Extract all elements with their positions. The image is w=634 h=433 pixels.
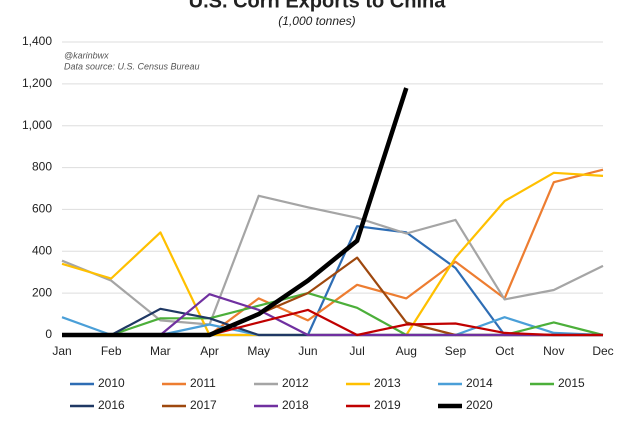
legend-label: 2016 (98, 398, 125, 412)
chart-title: U.S. Corn Exports to China (189, 0, 447, 12)
x-tick-label: Jul (349, 344, 364, 358)
legend-label: 2010 (98, 376, 125, 390)
annotation: @karinbwx (64, 50, 109, 60)
chart-subtitle: (1,000 tonnes) (278, 14, 355, 28)
x-tick-label: Jun (298, 344, 317, 358)
x-tick-label: Dec (592, 344, 613, 358)
legend-label: 2012 (282, 376, 309, 390)
series-line (62, 292, 604, 337)
y-tick-label: 400 (32, 243, 52, 257)
y-tick-label: 800 (32, 160, 52, 174)
y-tick-label: 200 (32, 285, 52, 299)
series-line (62, 168, 604, 337)
legend-label: 2014 (466, 376, 493, 390)
legend-label: 2018 (282, 398, 309, 412)
x-tick-label: Aug (396, 344, 417, 358)
y-tick-label: 600 (32, 202, 52, 216)
y-tick-label: 0 (45, 327, 52, 341)
legend-label: 2019 (374, 398, 401, 412)
series-line (61, 171, 604, 337)
y-tick-label: 1,200 (22, 76, 52, 90)
x-tick-label: Apr (200, 344, 219, 358)
annotation: Data source: U.S. Census Bureau (64, 61, 200, 71)
y-tick-label: 1,000 (22, 118, 52, 132)
legend-label: 2011 (190, 376, 216, 390)
x-tick-label: Mar (150, 344, 171, 358)
legend-label: 2013 (374, 376, 401, 390)
x-tick-label: Jan (52, 344, 71, 358)
legend-label: 2020 (466, 398, 493, 412)
series-line (62, 87, 409, 338)
x-tick-label: Nov (543, 344, 564, 358)
series-line (61, 316, 604, 337)
x-tick-label: Sep (445, 344, 467, 358)
x-tick-label: Feb (101, 344, 122, 358)
x-tick-label: May (247, 344, 270, 358)
legend-label: 2015 (558, 376, 585, 390)
x-tick-label: Oct (495, 344, 514, 358)
legend-label: 2017 (190, 398, 217, 412)
y-tick-label: 1,400 (22, 34, 52, 48)
